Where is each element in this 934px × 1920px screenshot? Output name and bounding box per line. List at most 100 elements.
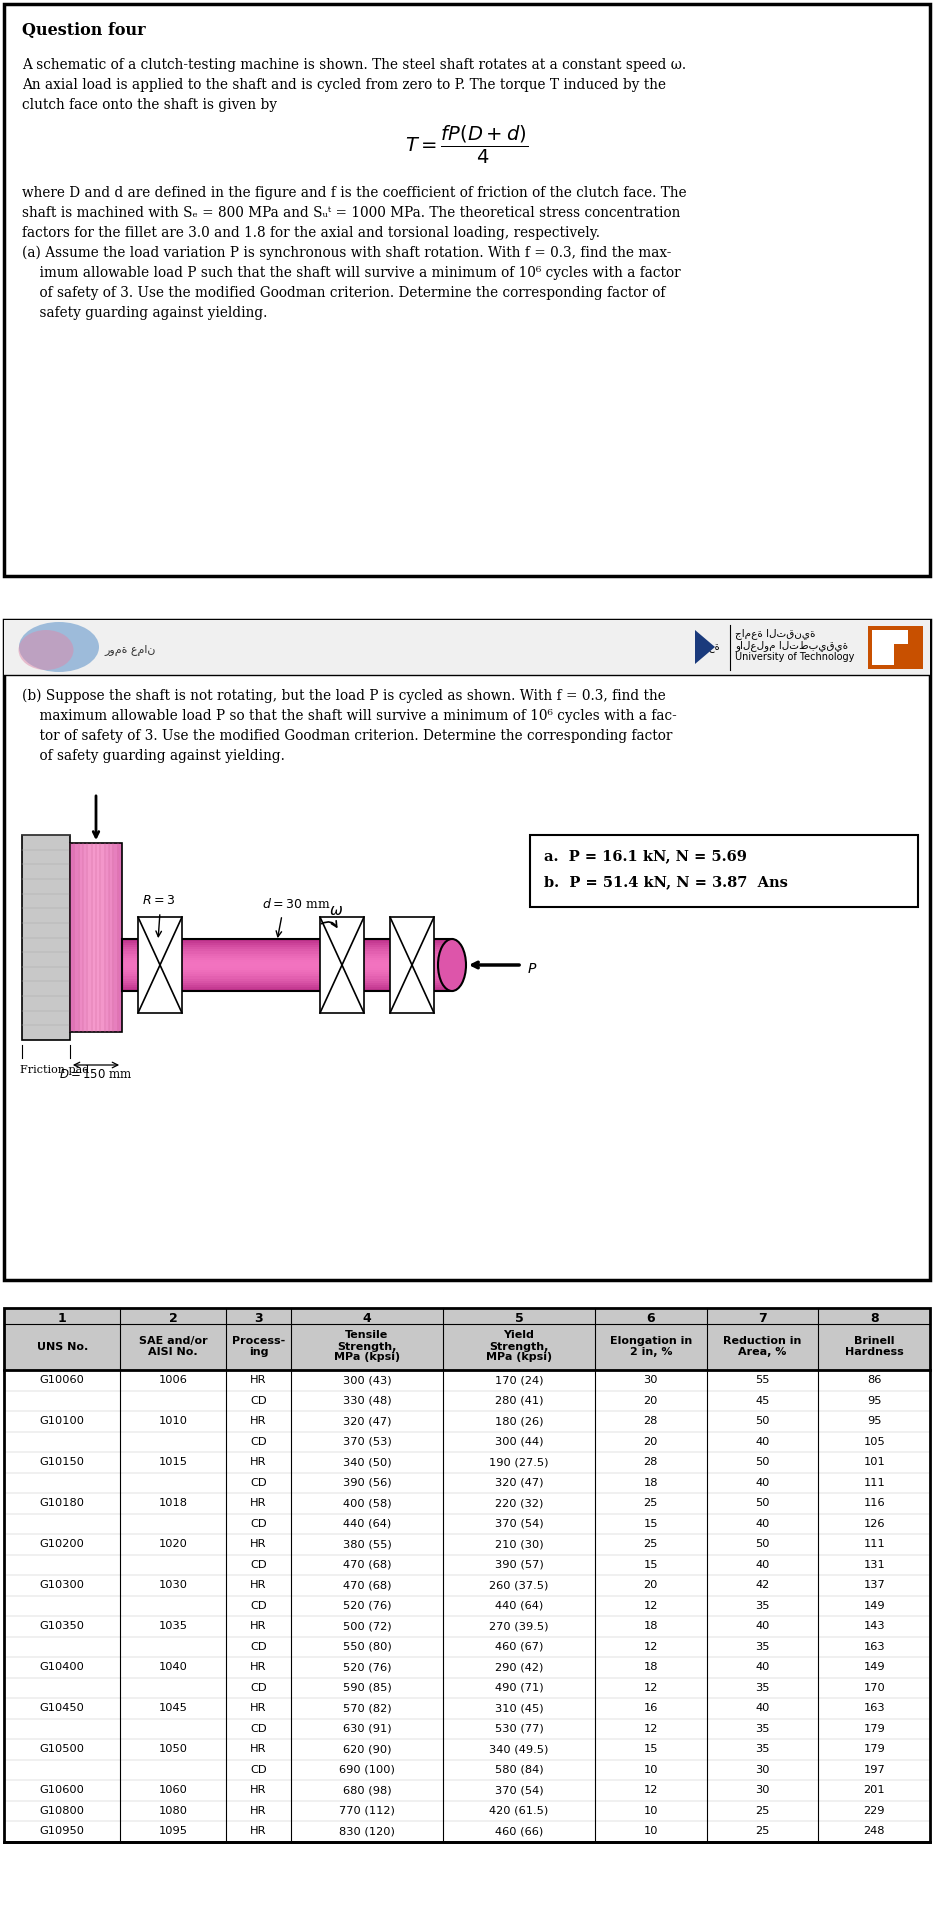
Text: 149: 149 — [863, 1663, 885, 1672]
Text: 95: 95 — [867, 1396, 882, 1405]
Bar — [86, 843, 88, 1033]
Text: 830 (120): 830 (120) — [339, 1826, 395, 1836]
Text: 50: 50 — [756, 1457, 770, 1467]
Text: 470 (68): 470 (68) — [343, 1580, 391, 1590]
Bar — [4, 620, 930, 676]
Text: (a) Assume the load variation P is synchronous with shaft rotation. With f = 0.3: (a) Assume the load variation P is synch… — [22, 246, 672, 261]
Text: 10: 10 — [644, 1805, 658, 1816]
Text: جامعة التقنية: جامعة التقنية — [735, 628, 815, 639]
Text: CD: CD — [250, 1724, 267, 1734]
Text: Question four: Question four — [22, 21, 146, 38]
Text: 28: 28 — [644, 1417, 658, 1427]
Text: CD: CD — [250, 1436, 267, 1448]
Text: 340 (49.5): 340 (49.5) — [489, 1743, 548, 1755]
Bar — [93, 843, 96, 1033]
Bar — [138, 918, 182, 1014]
Text: Strength,: Strength, — [337, 1342, 397, 1352]
Text: 35: 35 — [756, 1724, 770, 1734]
Text: 180 (26): 180 (26) — [495, 1417, 544, 1427]
Text: 1006: 1006 — [159, 1375, 188, 1384]
Text: Strength,: Strength, — [489, 1342, 548, 1352]
Text: Area, %: Area, % — [738, 1348, 786, 1357]
Bar — [894, 630, 908, 643]
Text: 25: 25 — [756, 1826, 770, 1836]
Text: HR: HR — [250, 1457, 266, 1467]
Text: 126: 126 — [863, 1519, 884, 1528]
Bar — [4, 1308, 930, 1841]
Text: HR: HR — [250, 1805, 266, 1816]
Bar — [73, 843, 76, 1033]
Text: 370 (53): 370 (53) — [343, 1436, 391, 1448]
Text: 590 (85): 590 (85) — [343, 1682, 391, 1693]
Bar — [122, 985, 452, 987]
Bar — [122, 948, 452, 952]
Text: 35: 35 — [756, 1682, 770, 1693]
Bar — [122, 954, 452, 956]
Bar — [122, 960, 452, 962]
Text: 30: 30 — [756, 1764, 770, 1774]
Text: 330 (48): 330 (48) — [343, 1396, 391, 1405]
Text: HR: HR — [250, 1540, 266, 1549]
Text: G10600: G10600 — [40, 1786, 85, 1795]
Text: CD: CD — [250, 1478, 267, 1488]
Bar — [96, 843, 99, 1033]
Text: of safety guarding against yielding.: of safety guarding against yielding. — [22, 749, 285, 762]
Text: of safety of 3. Use the modified Goodman criterion. Determine the corresponding : of safety of 3. Use the modified Goodman… — [22, 286, 665, 300]
Text: 5: 5 — [515, 1311, 523, 1325]
Text: $D = 150$ mm: $D = 150$ mm — [59, 1068, 133, 1081]
Text: 179: 179 — [863, 1743, 885, 1755]
Text: 6: 6 — [646, 1311, 655, 1325]
Text: صاحة: صاحة — [694, 641, 720, 653]
Text: Yield: Yield — [503, 1331, 534, 1340]
Bar — [111, 843, 114, 1033]
Text: 1: 1 — [58, 1311, 66, 1325]
Bar — [390, 918, 434, 1014]
Bar — [122, 987, 452, 989]
Text: Brinell: Brinell — [854, 1336, 895, 1346]
Text: MPa (kpsi): MPa (kpsi) — [486, 1352, 552, 1363]
Text: University of Technology: University of Technology — [735, 653, 855, 662]
Text: 55: 55 — [756, 1375, 770, 1384]
Bar — [122, 979, 452, 981]
Text: Process-: Process- — [232, 1336, 285, 1346]
Text: UNS No.: UNS No. — [36, 1342, 88, 1352]
Text: 1010: 1010 — [159, 1417, 188, 1427]
Bar — [101, 843, 104, 1033]
Text: 12: 12 — [644, 1642, 658, 1651]
Text: CD: CD — [250, 1559, 267, 1571]
Bar — [122, 958, 452, 960]
Text: Elongation in: Elongation in — [610, 1336, 692, 1346]
Text: 25: 25 — [644, 1498, 658, 1509]
Text: 300 (43): 300 (43) — [343, 1375, 391, 1384]
Bar — [4, 4, 930, 576]
Text: 50: 50 — [756, 1540, 770, 1549]
Text: HR: HR — [250, 1580, 266, 1590]
Text: G10150: G10150 — [39, 1457, 85, 1467]
Text: clutch face onto the shaft is given by: clutch face onto the shaft is given by — [22, 98, 277, 111]
Bar — [70, 843, 122, 1033]
Text: 340 (50): 340 (50) — [343, 1457, 391, 1467]
Bar — [76, 843, 78, 1033]
Text: 40: 40 — [756, 1620, 770, 1632]
Text: $d = 30$ mm: $d = 30$ mm — [262, 897, 331, 910]
Text: HR: HR — [250, 1663, 266, 1672]
Text: 15: 15 — [644, 1743, 658, 1755]
Text: 520 (76): 520 (76) — [343, 1663, 391, 1672]
Text: AISI No.: AISI No. — [149, 1348, 198, 1357]
Text: Hardness: Hardness — [844, 1348, 903, 1357]
Text: 30: 30 — [756, 1786, 770, 1795]
Text: 470 (68): 470 (68) — [343, 1559, 391, 1571]
Bar — [122, 972, 452, 973]
Text: CD: CD — [250, 1601, 267, 1611]
Ellipse shape — [438, 939, 466, 991]
Bar — [122, 981, 452, 983]
Ellipse shape — [19, 622, 99, 672]
Text: G10350: G10350 — [39, 1620, 85, 1632]
Bar — [122, 964, 452, 966]
Bar — [122, 945, 452, 947]
Text: G10060: G10060 — [40, 1375, 85, 1384]
Text: 50: 50 — [756, 1417, 770, 1427]
Text: 179: 179 — [863, 1724, 885, 1734]
Text: 440 (64): 440 (64) — [495, 1601, 543, 1611]
Text: 630 (91): 630 (91) — [343, 1724, 391, 1734]
